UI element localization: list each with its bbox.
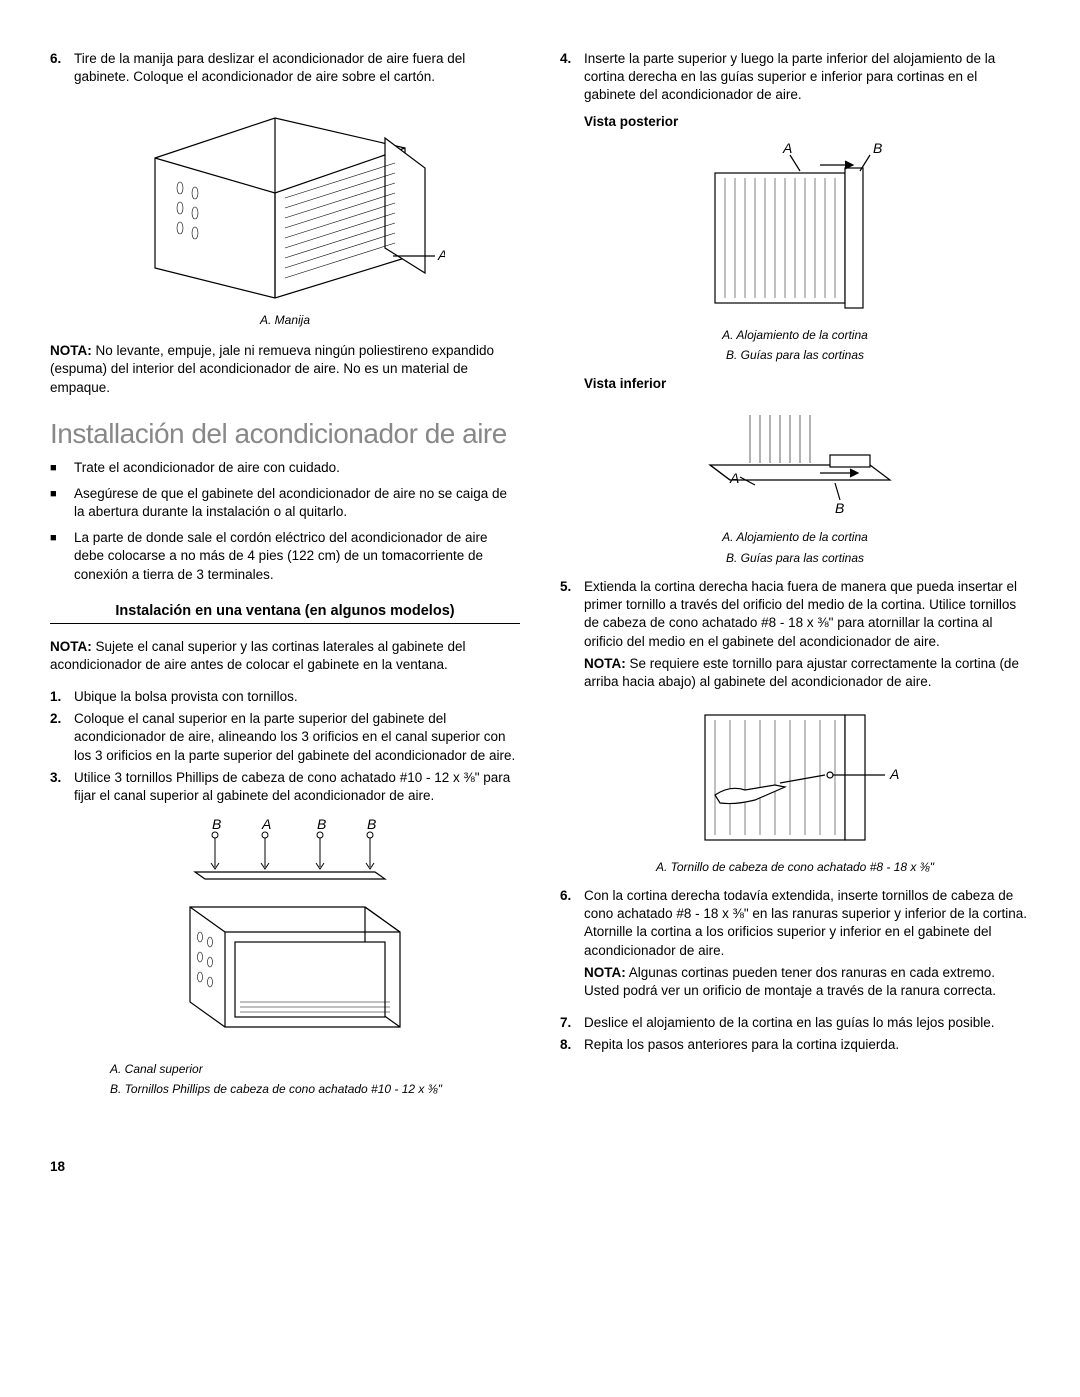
figure-label: B	[317, 817, 326, 832]
bullet-item: ■Trate el acondicionador de aire con cui…	[50, 459, 520, 477]
list-item: 6. Tire de la manija para deslizar el ac…	[50, 50, 520, 86]
step-text: Extienda la cortina derecha hacia fuera …	[584, 578, 1030, 651]
note-text: Sujete el canal superior y las cortinas …	[50, 639, 465, 672]
subsection-title: Instalación en una ventana (en algunos m…	[50, 602, 520, 625]
figure-label: B	[212, 817, 221, 832]
note-text: No levante, empuje, jale ni remueva ning…	[50, 343, 494, 394]
step-text: Ubique la bolsa provista con tornillos.	[74, 688, 520, 706]
list-item: 3.Utilice 3 tornillos Phillips de cabeza…	[50, 769, 520, 805]
step-number: 5.	[560, 578, 584, 651]
figure-screw-curtain: A A. Tornillo de cabeza de cono achatado…	[560, 705, 1030, 875]
figure-caption-a: A. Alojamiento de la cortina	[560, 327, 1030, 343]
figure-label-b: B	[873, 143, 882, 156]
figure-cabinet-channel: B A B B A. Canal superior B. Tornillos P…	[50, 817, 520, 1097]
figure-caption-b: B. Guías para las cortinas	[560, 347, 1030, 363]
figure-label: A	[261, 817, 271, 832]
bullet-text: La parte de donde sale el cordón eléctri…	[74, 529, 520, 584]
step-number: 4.	[560, 50, 584, 105]
note-label: NOTA:	[584, 656, 626, 671]
step-number: 6.	[560, 887, 584, 960]
note-paragraph: NOTA: No levante, empuje, jale ni remuev…	[50, 342, 520, 397]
figure-caption-a: A. Canal superior	[110, 1061, 520, 1077]
page: 6. Tire de la manija para deslizar el ac…	[50, 50, 1030, 1176]
list-item: 7. Deslice el alojamiento de la cortina …	[560, 1014, 1030, 1032]
step-text: Deslice el alojamiento de la cortina en …	[584, 1014, 1030, 1032]
list-item: 2.Coloque el canal superior en la parte …	[50, 710, 520, 765]
note-label: NOTA:	[50, 343, 92, 358]
list-item: 6. Con la cortina derecha todavía extend…	[560, 887, 1030, 960]
figure-caption-a: A. Alojamiento de la cortina	[560, 529, 1030, 545]
view-label: Vista posterior	[584, 113, 1030, 131]
figure-label-a: A	[437, 247, 445, 263]
step-number: 6.	[50, 50, 74, 86]
note-label: NOTA:	[50, 639, 92, 654]
bullet-text: Trate el acondicionador de aire con cuid…	[74, 459, 520, 477]
bullet-text: Asegúrese de que el gabinete del acondic…	[74, 485, 520, 521]
bullet-item: ■La parte de donde sale el cordón eléctr…	[50, 529, 520, 584]
step-number: 2.	[50, 710, 74, 765]
figure-label-a: A	[729, 470, 739, 486]
note-paragraph: NOTA: Algunas cortinas pueden tener dos …	[584, 964, 1030, 1000]
step-number: 7.	[560, 1014, 584, 1032]
step-number: 8.	[560, 1036, 584, 1054]
figure-caption-b: B. Guías para las cortinas	[560, 550, 1030, 566]
list-item: 5. Extienda la cortina derecha hacia fue…	[560, 578, 1030, 651]
step-text: Coloque el canal superior en la parte su…	[74, 710, 520, 765]
step-text: Tire de la manija para deslizar el acond…	[74, 50, 520, 86]
note-text: Algunas cortinas pueden tener dos ranura…	[584, 965, 996, 998]
note-paragraph: NOTA: Sujete el canal superior y las cor…	[50, 638, 520, 674]
note-label: NOTA:	[584, 965, 626, 980]
list-item: 1.Ubique la bolsa provista con tornillos…	[50, 688, 520, 706]
step-text: Con la cortina derecha todavía extendida…	[584, 887, 1030, 960]
bullet-icon: ■	[50, 459, 74, 477]
right-column: 4. Inserte la parte superior y luego la …	[560, 50, 1030, 1176]
figure-label-b: B	[835, 500, 844, 516]
step-number: 1.	[50, 688, 74, 706]
figure-ac-unit: A A. Manija	[50, 98, 520, 328]
list-item: 4. Inserte la parte superior y luego la …	[560, 50, 1030, 105]
figure-bottom-view: A B A. Alojamiento de la cortina B. Guía…	[560, 405, 1030, 565]
note-text: Se requiere este tornillo para ajustar c…	[584, 656, 1019, 689]
left-column: 6. Tire de la manija para deslizar el ac…	[50, 50, 520, 1176]
view-label: Vista inferior	[584, 375, 1030, 393]
figure-rear-view: A B A. Alojamiento de la cortina B. Guía…	[560, 143, 1030, 363]
step-text: Inserte la parte superior y luego la par…	[584, 50, 1030, 105]
bullet-icon: ■	[50, 485, 74, 521]
figure-caption: A. Tornillo de cabeza de cono achatado #…	[560, 859, 1030, 875]
bullet-item: ■Asegúrese de que el gabinete del acondi…	[50, 485, 520, 521]
list-item: 8. Repita los pasos anteriores para la c…	[560, 1036, 1030, 1054]
section-title: Installación del acondicionador de aire	[50, 415, 520, 453]
bullet-icon: ■	[50, 529, 74, 584]
note-paragraph: NOTA: Se requiere este tornillo para aju…	[584, 655, 1030, 691]
step-number: 3.	[50, 769, 74, 805]
figure-caption-b: B. Tornillos Phillips de cabeza de cono …	[110, 1081, 520, 1097]
figure-label-a: A	[782, 143, 792, 156]
step-text: Utilice 3 tornillos Phillips de cabeza d…	[74, 769, 520, 805]
step-text: Repita los pasos anteriores para la cort…	[584, 1036, 1030, 1054]
page-number: 18	[50, 1158, 520, 1176]
figure-label-a: A	[889, 766, 899, 782]
figure-label: B	[367, 817, 376, 832]
figure-caption: A. Manija	[50, 312, 520, 328]
